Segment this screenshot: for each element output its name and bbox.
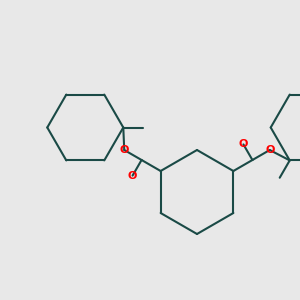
Text: O: O (120, 145, 129, 155)
Text: O: O (239, 140, 248, 149)
Text: O: O (128, 171, 137, 181)
Text: O: O (265, 145, 274, 155)
